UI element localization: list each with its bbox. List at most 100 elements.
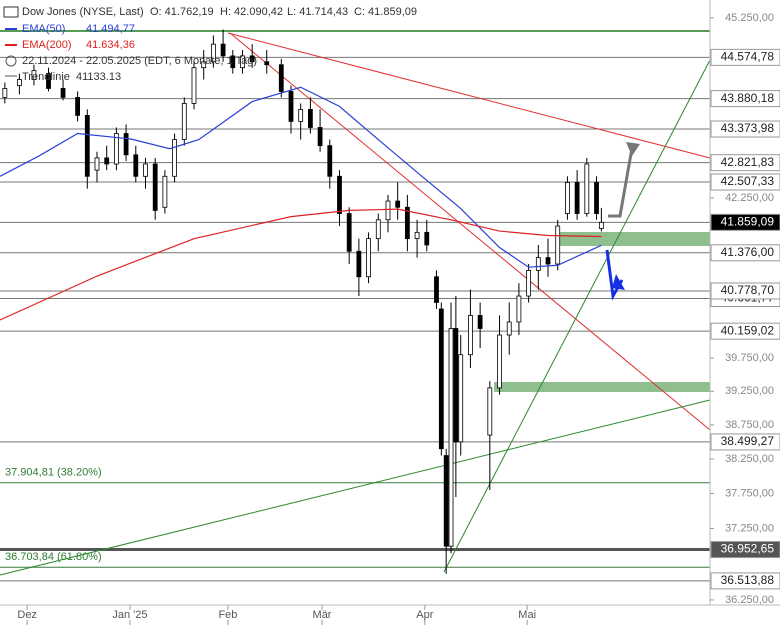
candle-body — [395, 200, 401, 208]
legend-value: 41.634,36 — [86, 39, 135, 51]
level-box — [710, 572, 780, 590]
candle-body — [424, 231, 430, 246]
candle-body — [264, 61, 270, 66]
support-zone — [494, 382, 710, 392]
level-box — [710, 120, 780, 138]
candle-body — [152, 163, 158, 211]
x-tick-label: Mär — [313, 609, 332, 621]
level-label: 36.952,65 — [721, 542, 775, 556]
level-label: 44.574,78 — [721, 50, 775, 64]
candle-body — [366, 238, 371, 278]
y-tick-label: 37.750,00 — [725, 487, 774, 499]
candle-body — [506, 321, 512, 336]
candle-body — [375, 219, 381, 240]
x-tick-label: Feb — [218, 609, 237, 621]
candle-body — [230, 55, 236, 69]
candle-body — [584, 163, 590, 214]
candle-body — [555, 225, 561, 265]
level-box — [710, 433, 780, 451]
trend-value: 41133.13 — [76, 71, 121, 83]
x-tick-label: Mai — [518, 609, 536, 621]
level-label: 43.880,18 — [721, 91, 775, 105]
candle-body — [385, 200, 391, 221]
candle-body — [133, 154, 139, 177]
candle-body — [443, 455, 449, 547]
candle-body — [414, 231, 420, 240]
level-label: 42.821,83 — [721, 155, 775, 169]
level-box — [710, 48, 780, 66]
candle-body — [143, 163, 148, 177]
y-tick-label: 39.250,00 — [725, 385, 774, 397]
ema-line — [0, 208, 602, 321]
candle-body — [16, 79, 22, 86]
y-tick-label: 38.250,00 — [725, 453, 774, 465]
level-label: 40.778,70 — [721, 283, 775, 297]
level-box — [710, 173, 780, 191]
x-tick-label: Apr — [416, 609, 433, 621]
candle-body — [434, 276, 439, 303]
candle-body — [113, 133, 119, 165]
level-box — [710, 322, 780, 340]
candle-body — [278, 64, 284, 92]
candle-body — [598, 221, 604, 229]
candle-body — [594, 182, 599, 214]
level-box — [710, 154, 780, 172]
level-box — [710, 244, 780, 262]
candle-body — [210, 43, 216, 63]
ema-line — [0, 86, 602, 268]
candle-body — [123, 133, 129, 156]
header-range: 22.11.2024 - 22.05.2025 (EDT, 6 Monate, … — [22, 55, 257, 67]
candle-body — [288, 91, 294, 122]
legend-name: EMA(200) — [22, 39, 72, 51]
candle-body — [477, 315, 483, 329]
axis-layer: 45.250,00 42.250,00 39.750,00 39.250,00 38.7… — [17, 12, 780, 625]
fib-label: 36.703,84 (61.80%) — [5, 551, 102, 563]
arrow-head — [612, 274, 625, 290]
legend: Dow Jones (NYSE, Last) O: 41.762,19 H: 4… — [3, 6, 417, 83]
header-stat: H: 42.090,42 — [220, 6, 283, 18]
trend-line — [227, 32, 711, 159]
clock-icon — [5, 55, 17, 67]
level-label: 36.513,88 — [721, 573, 775, 587]
candle-body — [356, 250, 362, 278]
candle-body — [327, 145, 333, 177]
plot-layer — [0, 29, 604, 574]
candle-body — [46, 73, 51, 89]
candle-body — [201, 61, 207, 69]
candle-body — [468, 315, 473, 356]
trend-line — [443, 59, 711, 573]
candle-icon — [3, 6, 19, 18]
candle-body — [458, 354, 464, 443]
legend-value: 41.494,77 — [86, 23, 135, 35]
x-tick-label: Jan '25 — [112, 609, 147, 621]
candle-body — [104, 157, 110, 165]
candle-body — [94, 157, 100, 171]
candle-body — [75, 97, 80, 116]
y-tick-label: 36.250,00 — [725, 594, 774, 606]
candle-body — [31, 70, 37, 80]
level-label: 42.507,33 — [721, 174, 775, 188]
candle-body — [249, 55, 255, 63]
level-box — [710, 282, 780, 300]
candle-body — [240, 55, 245, 69]
header-stat: L: 41.714,43 — [287, 6, 348, 18]
candle-body — [526, 269, 532, 297]
fib-label: 37.904,81 (38.20%) — [5, 467, 102, 479]
legend-name: EMA(50) — [22, 23, 65, 35]
support-zone — [557, 232, 710, 246]
y-tick-label: 39.750,00 — [725, 352, 774, 364]
candle-body — [565, 182, 570, 214]
candle-body — [535, 257, 541, 271]
trend-name: Trendlinie — [22, 71, 70, 83]
candle-body — [516, 295, 522, 323]
level-box — [710, 90, 780, 108]
candle-body — [162, 175, 168, 208]
forecast-arrow — [608, 147, 634, 218]
candle-body — [2, 88, 8, 98]
candle-body — [307, 108, 313, 128]
y-tick-label: 38.750,00 — [725, 419, 774, 431]
candle-body — [448, 328, 454, 547]
level-box — [710, 541, 780, 559]
candle-body — [438, 308, 444, 450]
